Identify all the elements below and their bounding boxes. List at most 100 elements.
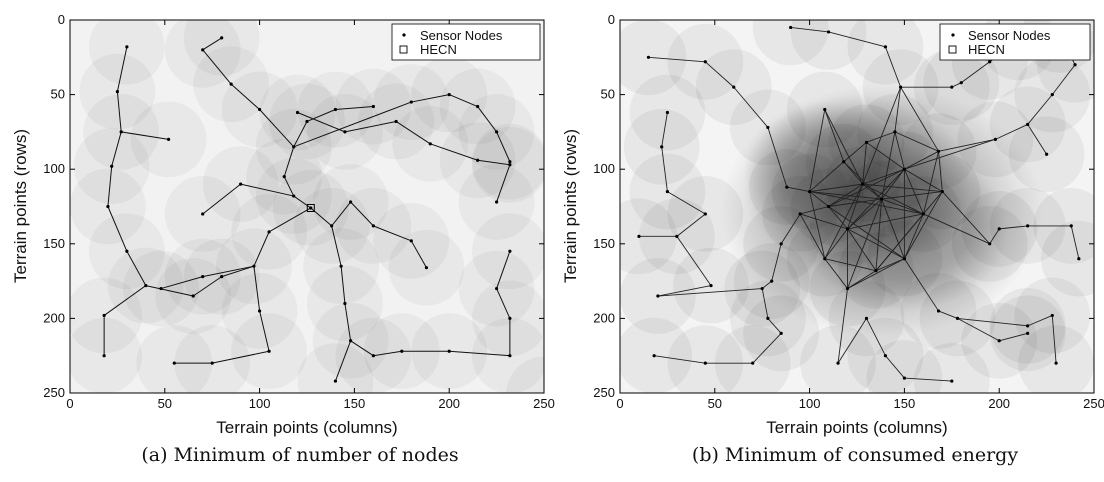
network-edge	[116, 91, 122, 132]
network-edge	[999, 332, 1028, 342]
sensor-node	[770, 279, 774, 283]
sensor-node	[880, 197, 884, 201]
legend-dot-icon	[402, 33, 406, 37]
network-edge	[809, 191, 829, 207]
network-edge	[103, 285, 147, 316]
sensor-node	[842, 160, 846, 164]
sensor-node	[902, 257, 907, 261]
sensor-node	[637, 234, 641, 238]
sensor-node	[394, 119, 398, 124]
sensor-node	[899, 85, 903, 89]
network-edge	[922, 151, 939, 215]
sensor-node	[874, 269, 878, 273]
y-tick-label: 100	[43, 161, 65, 176]
network-edge	[771, 243, 782, 282]
sensor-node	[656, 294, 660, 298]
network-edge	[900, 86, 939, 152]
network-edge	[230, 83, 260, 110]
legend-square-icon	[948, 45, 957, 54]
sensor-node	[508, 163, 512, 167]
sensor-node	[766, 125, 770, 130]
x-tick-label: 250	[533, 396, 555, 411]
sensor-node	[950, 379, 954, 383]
sensor-node	[282, 175, 286, 179]
network-edge	[297, 112, 346, 133]
sensor-node	[330, 224, 334, 228]
network-edge	[116, 46, 128, 92]
sensor-node	[955, 316, 960, 320]
sensor-node	[861, 182, 865, 186]
network-edge	[904, 150, 939, 170]
network-edge	[866, 141, 905, 170]
sensor-node	[400, 349, 404, 353]
network-edge	[903, 169, 924, 215]
sensor-node	[1026, 122, 1030, 127]
network-edge	[828, 31, 886, 48]
network-edge	[862, 168, 905, 185]
sensor-node	[201, 275, 205, 279]
network-edge	[268, 207, 312, 233]
y-tick-label: 100	[593, 161, 615, 176]
network-edge	[809, 109, 826, 192]
network-edge	[828, 168, 905, 207]
sensor-node	[997, 227, 1001, 231]
sensor-node	[665, 189, 670, 194]
sensor-node	[936, 309, 941, 313]
x-tick-label: 200	[988, 396, 1010, 411]
network-edge	[885, 355, 905, 379]
sensor-node	[845, 286, 850, 291]
network-edge	[885, 46, 902, 88]
sensor-node	[119, 130, 123, 134]
y-tick-label: 50	[51, 87, 65, 102]
network-edge	[1051, 64, 1076, 95]
network-edge	[449, 94, 478, 107]
network-edge	[350, 340, 374, 357]
network-edge	[705, 61, 735, 88]
sensor-node	[349, 339, 353, 343]
network-edge	[847, 198, 883, 289]
sensor-node	[1054, 361, 1058, 365]
sensor-node	[333, 379, 338, 383]
network-edge	[951, 82, 962, 88]
network-edge	[306, 109, 336, 122]
network-edge	[107, 166, 113, 207]
network-edge	[828, 198, 882, 207]
sensor-node	[267, 349, 271, 353]
coverage-area	[866, 340, 943, 393]
coverage-area	[790, 20, 867, 70]
sensor-node	[125, 249, 129, 253]
network-edge	[881, 131, 896, 200]
x-axis-label-b: Terrain points (columns)	[766, 418, 947, 437]
sensor-node	[1026, 324, 1030, 328]
network-edge	[1027, 124, 1047, 155]
network-edge	[654, 355, 706, 364]
network-edge	[107, 206, 128, 252]
sensor-node	[921, 212, 925, 216]
network-edge	[293, 195, 312, 209]
sensor-node	[826, 30, 831, 34]
sensor-node	[779, 242, 783, 246]
network-edge	[202, 183, 241, 215]
network-edge	[496, 164, 511, 203]
network-edge	[733, 86, 769, 128]
sensor-node	[252, 264, 256, 268]
sensor-node	[893, 130, 897, 134]
coverage-area	[800, 325, 876, 393]
network-edge	[373, 225, 412, 242]
coverage-area	[847, 20, 924, 85]
network-edge	[894, 131, 905, 170]
network-edge	[847, 258, 905, 289]
coverage-area	[667, 325, 744, 393]
y-tick-label: 0	[58, 12, 65, 27]
sensor-node	[349, 200, 353, 204]
network-edge	[430, 143, 478, 161]
network-edge	[259, 109, 295, 148]
network-edge	[411, 94, 450, 103]
coverage-area	[620, 317, 693, 393]
x-tick-label: 0	[66, 396, 73, 411]
network-edge	[847, 198, 882, 230]
network-edge	[847, 228, 905, 260]
network-edge	[828, 183, 863, 207]
